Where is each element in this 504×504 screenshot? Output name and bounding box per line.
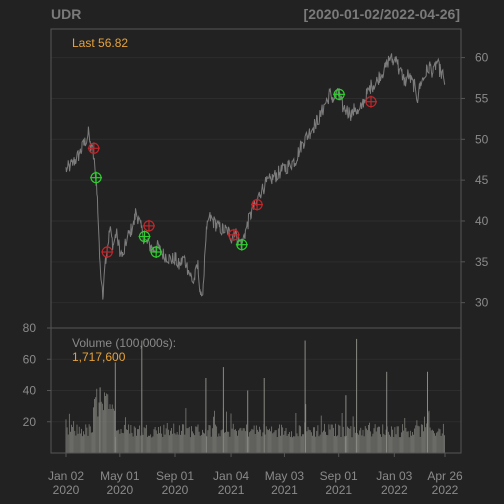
volume-last-value: 1,717,600 [72, 350, 126, 364]
date-tick-year: 2020 [106, 483, 133, 497]
price-series [65, 53, 446, 300]
date-tick-label: Sep 01 [156, 469, 194, 483]
volume-tick-label: 20 [23, 415, 37, 429]
date-tick-year: 2022 [432, 483, 459, 497]
price-tick-label: 35 [475, 255, 489, 269]
date-tick-year: 2021 [218, 483, 245, 497]
price-axis: 30 35 40 45 50 55 60 [461, 51, 489, 310]
price-tick-label: 30 [475, 296, 489, 310]
date-tick-label: Jan 03 [376, 469, 412, 483]
sell-marker [87, 142, 100, 155]
price-gridlines [51, 57, 461, 304]
price-tick-label: 60 [475, 51, 489, 65]
date-tick-label: Apr 26 [427, 469, 463, 483]
volume-tick-label: 80 [23, 321, 37, 335]
sell-marker [251, 198, 264, 211]
sell-marker [101, 246, 114, 259]
date-tick-label: May 03 [265, 469, 305, 483]
date-tick-year: 2020 [162, 483, 189, 497]
last-price-label: Last 56.82 [72, 36, 128, 50]
date-tick-label: Jan 04 [213, 469, 249, 483]
chart-date-range: [2020-01-02/2022-04-26] [304, 6, 460, 22]
volume-axis: 20 40 60 80 [23, 321, 51, 429]
date-tick-label: Sep 01 [320, 469, 358, 483]
buy-marker [90, 171, 103, 184]
signal-markers [87, 88, 377, 259]
date-tick-year: 2020 [53, 483, 80, 497]
buy-marker [333, 88, 346, 101]
buy-marker [138, 230, 151, 243]
price-line [65, 53, 446, 300]
sell-marker [142, 219, 155, 232]
volume-label: Volume (100,000s): [72, 336, 176, 350]
date-tick-label: May 01 [100, 469, 140, 483]
volume-bars [65, 338, 445, 453]
volume-gridlines [51, 358, 461, 423]
price-tick-label: 45 [475, 173, 489, 187]
buy-marker [150, 246, 163, 259]
date-tick-year: 2022 [381, 483, 408, 497]
price-tick-label: 55 [475, 91, 489, 105]
volume-tick-label: 40 [23, 384, 37, 398]
buy-marker [235, 238, 248, 251]
price-tick-label: 40 [475, 214, 489, 228]
date-tick-year: 2021 [271, 483, 298, 497]
chart-symbol: UDR [51, 6, 81, 22]
date-tick-label: Jan 02 [48, 469, 84, 483]
date-tick-year: 2021 [325, 483, 352, 497]
sell-marker [364, 95, 377, 108]
volume-tick-label: 60 [23, 352, 37, 366]
price-tick-label: 50 [475, 132, 489, 146]
price-panel [50, 28, 462, 329]
sell-marker [227, 228, 240, 241]
